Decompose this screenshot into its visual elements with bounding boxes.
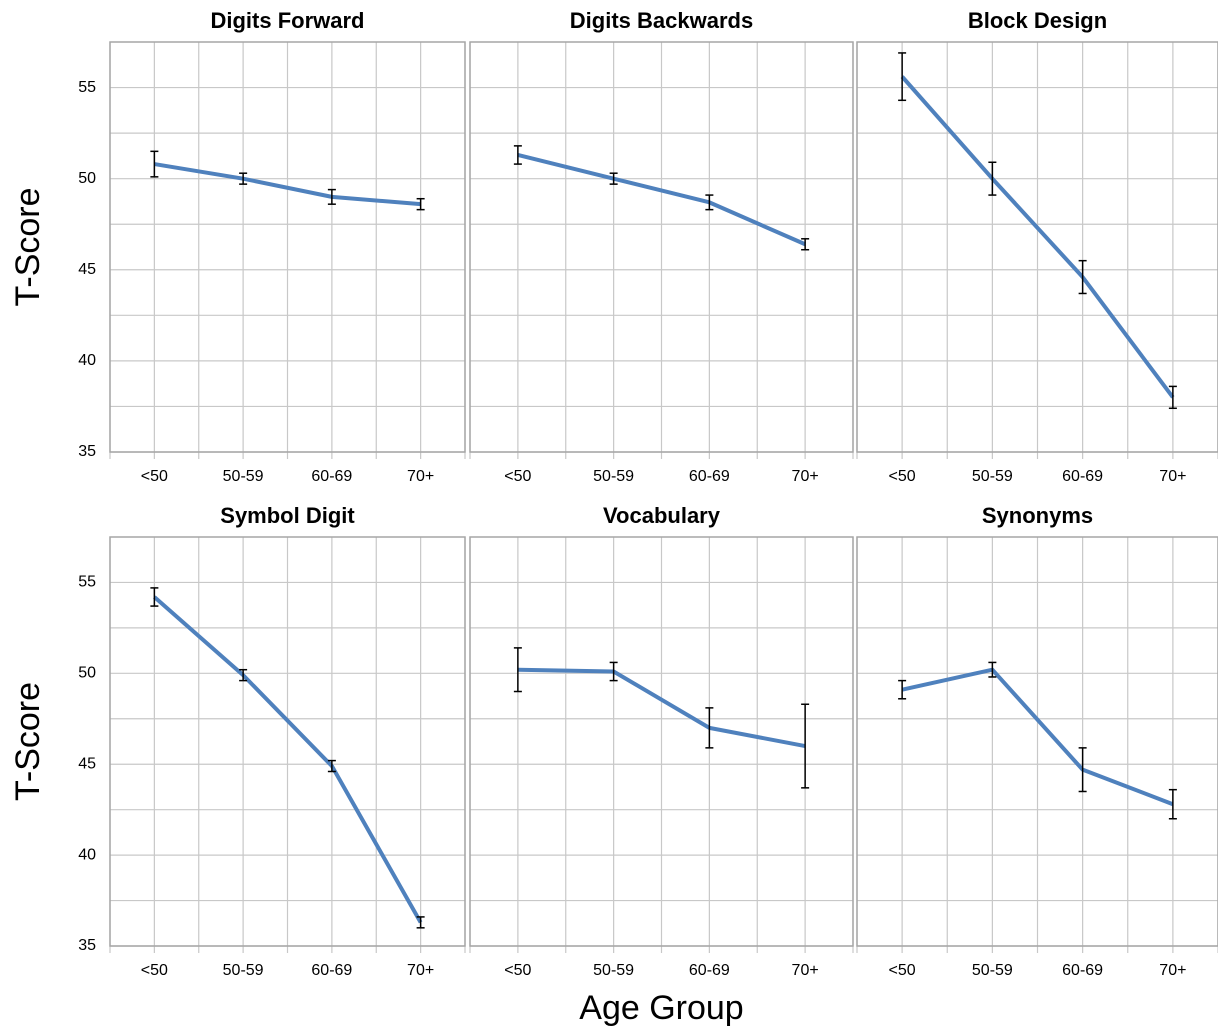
y-tick-label: 40	[78, 846, 96, 863]
error-bar	[1168, 788, 1177, 820]
x-tick-label: 70+	[1159, 468, 1186, 485]
x-tick-label: 50-59	[223, 468, 264, 485]
y-tick-label: 35	[78, 443, 96, 460]
x-tick-label: 50-59	[593, 962, 634, 979]
x-tick-label: 50-59	[972, 468, 1013, 485]
plot-frame	[856, 536, 1218, 947]
error-bar	[327, 759, 336, 773]
error-bar	[898, 679, 907, 700]
panel-title: Synonyms	[982, 503, 1093, 528]
plot-frame	[469, 41, 854, 453]
x-tick-label: 60-69	[689, 962, 730, 979]
error-bar	[801, 238, 810, 251]
x-tick-label: 50-59	[593, 468, 634, 485]
x-tick-label: 60-69	[311, 468, 352, 485]
error-bar	[988, 161, 997, 196]
data-line	[900, 75, 1175, 399]
panel-title: Block Design	[968, 8, 1107, 33]
x-tick-label: 70+	[407, 468, 434, 485]
error-bar	[1078, 747, 1087, 793]
x-tick-label: 70+	[407, 962, 434, 979]
error-bar	[705, 194, 714, 211]
plot-frame	[469, 536, 854, 947]
y-axis-label: T-Score	[9, 682, 47, 801]
y-tick-label: 50	[78, 665, 96, 682]
y-tick-label: 55	[78, 574, 96, 591]
y-tick-label: 55	[78, 79, 96, 96]
error-bar	[239, 172, 248, 185]
y-tick-label: 40	[78, 352, 96, 369]
x-tick-label: <50	[141, 962, 168, 979]
y-tick-label: 50	[78, 170, 96, 187]
data-line	[517, 667, 806, 749]
y-tick-label: 35	[78, 937, 96, 954]
error-bar	[988, 661, 997, 678]
x-tick-label: <50	[504, 962, 531, 979]
panel-title: Digits Backwards	[570, 8, 753, 33]
x-axis-label: Age Group	[579, 989, 743, 1027]
panel-title: Digits Forward	[210, 8, 364, 33]
error-bar	[327, 188, 336, 205]
x-tick-label: <50	[504, 468, 531, 485]
data-line	[153, 595, 423, 924]
error-bar	[801, 703, 810, 789]
error-bar	[898, 52, 907, 102]
x-tick-label: 50-59	[972, 962, 1013, 979]
x-tick-label: 60-69	[689, 468, 730, 485]
plot-frame	[109, 536, 466, 947]
error-bar	[416, 197, 425, 211]
x-tick-label: 70+	[1159, 962, 1186, 979]
error-bar	[705, 707, 714, 749]
error-bar	[416, 916, 425, 929]
x-tick-label: <50	[141, 468, 168, 485]
x-tick-label: 60-69	[1062, 962, 1103, 979]
error-bar	[150, 150, 159, 178]
y-tick-label: 45	[78, 261, 96, 278]
x-tick-label: <50	[889, 962, 916, 979]
error-bar	[239, 668, 248, 682]
error-bar	[513, 145, 522, 165]
x-tick-label: 70+	[792, 468, 819, 485]
error-bar	[150, 587, 159, 607]
data-line	[154, 162, 421, 207]
x-tick-label: 50-59	[223, 962, 264, 979]
error-bar	[609, 661, 618, 682]
y-axis-label: T-Score	[9, 187, 47, 306]
data-line	[901, 667, 1174, 807]
error-bar	[609, 172, 618, 185]
x-tick-label: 60-69	[1062, 468, 1103, 485]
plot-frame	[109, 41, 466, 453]
x-tick-label: <50	[889, 468, 916, 485]
error-bar	[1078, 259, 1087, 295]
x-tick-label: 60-69	[311, 962, 352, 979]
x-tick-label: 70+	[792, 962, 819, 979]
y-tick-label: 45	[78, 755, 96, 772]
panel-title: Vocabulary	[603, 503, 721, 528]
error-bar	[513, 647, 522, 693]
error-bar	[1168, 385, 1177, 410]
plot-frame	[856, 41, 1218, 453]
data-line	[517, 153, 806, 247]
panel-title: Symbol Digit	[220, 503, 355, 528]
